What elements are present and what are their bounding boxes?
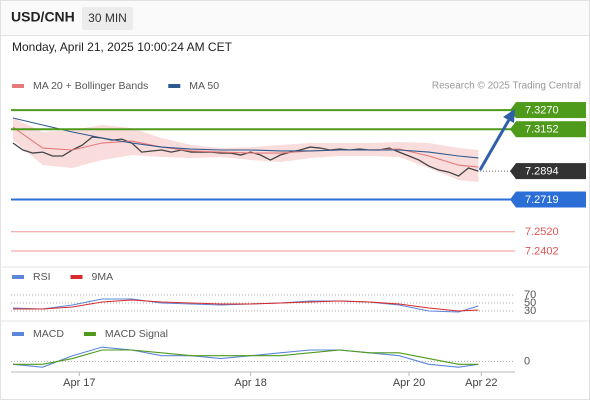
level-box xyxy=(516,121,586,138)
series-line xyxy=(12,349,479,365)
level-box xyxy=(516,102,586,119)
legend-label: 9MA xyxy=(92,271,114,283)
series-line xyxy=(12,117,479,159)
forecast-arrowhead xyxy=(503,109,515,123)
level-box-notch xyxy=(510,191,516,208)
level-label: 7.3270 xyxy=(525,104,559,116)
level-label: 7.2520 xyxy=(525,226,559,238)
series-line xyxy=(12,299,479,312)
symbol: USD/CNH xyxy=(11,9,75,25)
legend-swatch xyxy=(12,84,24,88)
price-line xyxy=(12,136,479,177)
interval-button[interactable] xyxy=(82,7,133,30)
y-tick-label: 30 xyxy=(524,305,536,317)
level-box-notch xyxy=(510,163,516,180)
interval-label[interactable]: 30 MIN xyxy=(88,11,127,25)
level-label: 7.2894 xyxy=(525,166,559,178)
x-tick-label: Apr 17 xyxy=(63,377,95,389)
level-label: 7.2719 xyxy=(525,194,559,206)
legend-swatch xyxy=(70,275,83,279)
timestamp: Monday, April 21, 2025 10:00:24 AM CET xyxy=(12,40,233,54)
legend-label: MACD Signal xyxy=(105,328,168,340)
legend-swatch xyxy=(168,84,181,88)
source: Research © 2025 Trading Central xyxy=(432,81,581,92)
legend-swatch xyxy=(12,275,24,279)
legend-swatch xyxy=(12,332,24,336)
forecast-arrow xyxy=(478,117,512,171)
legend-label: MACD xyxy=(33,328,64,340)
level-box xyxy=(516,163,586,180)
x-tick-label: Apr 20 xyxy=(393,377,425,389)
y-tick-label: 70 xyxy=(524,289,536,301)
level-box-notch xyxy=(510,121,516,138)
series-line xyxy=(12,126,479,168)
x-tick-label: Apr 22 xyxy=(465,377,497,389)
x-tick-label: Apr 18 xyxy=(234,377,266,389)
plot: MA 20 + Bollinger Bands MA 50 7.3270 7.3152… xyxy=(11,80,586,389)
level-label: 7.3152 xyxy=(525,124,559,136)
y-tick-label: 0 xyxy=(524,355,530,367)
level-label: 7.2402 xyxy=(525,245,559,257)
y-tick-label: 50 xyxy=(524,297,536,309)
level-box xyxy=(516,191,586,208)
legend-label: MA 50 xyxy=(189,80,219,92)
legend-label: MA 20 + Bollinger Bands xyxy=(33,80,148,92)
legend-swatch xyxy=(83,332,96,336)
legend-label: RSI xyxy=(33,271,51,283)
